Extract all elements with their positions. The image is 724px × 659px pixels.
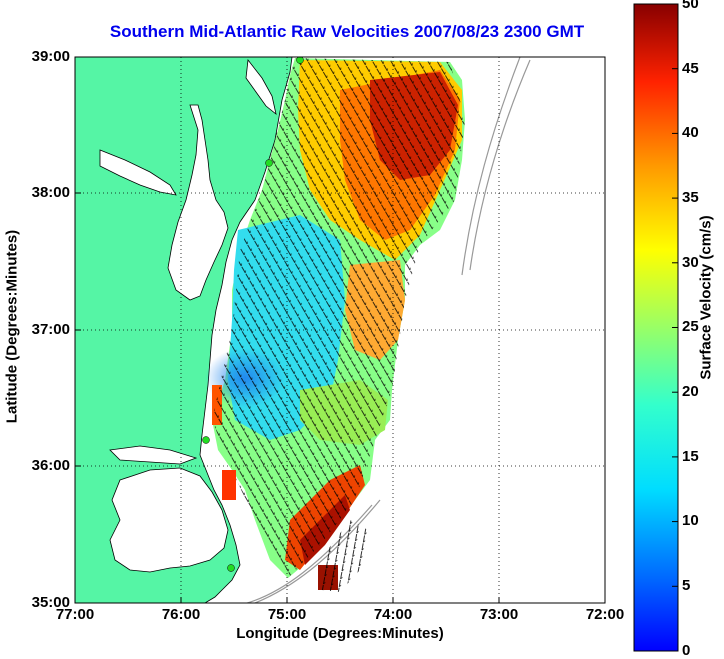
colorbar-tick-marks [672, 68, 678, 587]
colorbar-tick-label: 15 [682, 448, 699, 465]
radar-station [227, 564, 235, 572]
colorbar [633, 3, 679, 652]
y-tick-label: 35:00 [31, 594, 70, 611]
x-tick-label: 77:00 [55, 606, 95, 623]
map-title: Southern Mid-Atlantic Raw Velocities 200… [109, 22, 585, 41]
velocity-vectors-offshore [320, 520, 368, 592]
axis-tick-marks [75, 192, 500, 603]
radar-station [265, 159, 273, 167]
chesapeake-bay [167, 104, 229, 301]
x-tick-label: 73:00 [479, 606, 519, 623]
y-axis-label: Latitude (Degrees:Minutes) [3, 229, 21, 424]
delaware-bay [245, 58, 277, 116]
colorbar-tick-label: 5 [682, 577, 691, 594]
colorbar-tick-label: 20 [682, 383, 699, 400]
x-tick-label: 74:00 [373, 606, 413, 623]
x-tick-label: 76:00 [161, 606, 201, 623]
colorbar-tick-label: 40 [682, 124, 699, 141]
colorbar-tick-label: 0 [682, 642, 691, 659]
grid-lines [75, 57, 605, 603]
colorbar-label: Surface Velocity (cm/s) [697, 215, 715, 380]
velocity-vectors [212, 58, 465, 578]
colorbar-tick-label: 25 [682, 318, 699, 335]
x-tick-label: 75:00 [267, 606, 307, 623]
colorbar-tick-label: 30 [682, 254, 699, 271]
colorbar-tick-label: 10 [682, 512, 699, 529]
y-tick-label: 38:00 [31, 184, 70, 201]
radar-station [202, 436, 210, 444]
colorbar-tick-label: 35 [682, 189, 699, 206]
colorbar-tick-label: 50 [682, 0, 699, 12]
y-tick-label: 37:00 [31, 321, 70, 338]
pamlico-sound [109, 467, 229, 573]
albemarle-sound [109, 445, 198, 465]
y-tick-label: 39:00 [31, 48, 70, 65]
x-tick-label: 72:00 [585, 606, 625, 623]
radar-station [296, 57, 304, 64]
x-axis-label: Longitude (Degrees:Minutes) [236, 625, 444, 642]
chesapeake-tributary [99, 149, 177, 196]
radar-stations [202, 57, 304, 572]
y-tick-label: 36:00 [31, 457, 70, 474]
colorbar-tick-label: 45 [682, 60, 699, 77]
